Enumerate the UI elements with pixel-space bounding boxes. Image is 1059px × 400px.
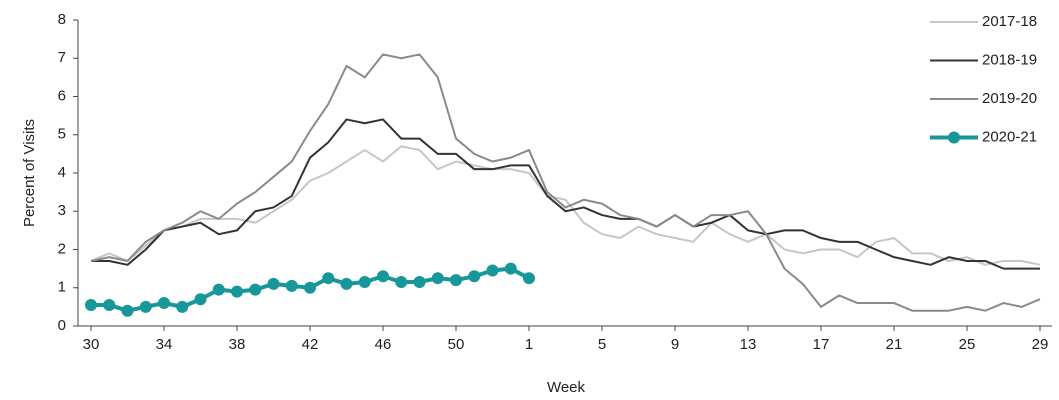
legend-label: 2018-19 — [982, 51, 1037, 68]
point — [413, 276, 426, 289]
y-tick-label: 8 — [58, 11, 66, 28]
point — [176, 300, 189, 313]
legend-label: 2017-18 — [982, 13, 1037, 30]
x-tick-label: 25 — [959, 336, 976, 353]
point — [194, 293, 207, 306]
x-tick-label: 21 — [886, 336, 903, 353]
x-tick-label: 5 — [598, 336, 606, 353]
y-axis-label: Percent of Visits — [21, 119, 38, 227]
x-tick-label: 1 — [525, 336, 533, 353]
y-tick-label: 4 — [58, 164, 66, 181]
series-line — [90, 145, 1041, 266]
point — [103, 298, 116, 311]
legend-label: 2020-21 — [982, 128, 1037, 145]
y-tick-label: 5 — [58, 126, 66, 143]
point — [340, 277, 353, 290]
x-tick-label: 46 — [375, 336, 392, 353]
point — [486, 264, 499, 277]
x-tick-label: 34 — [156, 336, 173, 353]
y-tick-label: 1 — [58, 279, 66, 296]
y-tick-label: 3 — [58, 202, 66, 219]
point — [395, 276, 408, 289]
legend-marker — [948, 131, 960, 144]
y-tick-label: 2 — [58, 240, 66, 257]
point — [249, 283, 262, 296]
x-tick-label: 42 — [302, 336, 319, 353]
x-tick-label: 30 — [83, 336, 100, 353]
y-tick-label: 0 — [58, 317, 66, 334]
point — [121, 304, 134, 317]
point — [212, 283, 225, 296]
x-tick-label: 38 — [229, 336, 246, 353]
point — [377, 270, 389, 283]
point — [158, 297, 170, 310]
point — [267, 277, 280, 290]
series-line — [91, 118, 1040, 270]
x-tick-label: 13 — [740, 336, 757, 353]
legend-label: 2019-20 — [982, 90, 1037, 107]
point — [468, 270, 481, 283]
point — [504, 262, 517, 275]
point — [523, 272, 535, 285]
point — [304, 281, 316, 294]
series-line — [90, 53, 1041, 312]
x-tick-label: 50 — [448, 336, 465, 353]
point — [139, 300, 152, 313]
point — [450, 274, 462, 287]
point — [285, 279, 298, 292]
point — [358, 276, 371, 289]
point — [322, 272, 335, 285]
x-tick-label: 9 — [671, 336, 679, 353]
y-tick-label: 6 — [58, 87, 66, 104]
x-tick-label: 17 — [813, 336, 830, 353]
point — [231, 285, 243, 298]
point — [85, 298, 97, 311]
x-tick-label: 29 — [1032, 336, 1049, 353]
y-tick-label: 7 — [58, 49, 66, 66]
x-axis-label: Week — [547, 379, 586, 396]
point — [431, 272, 444, 285]
